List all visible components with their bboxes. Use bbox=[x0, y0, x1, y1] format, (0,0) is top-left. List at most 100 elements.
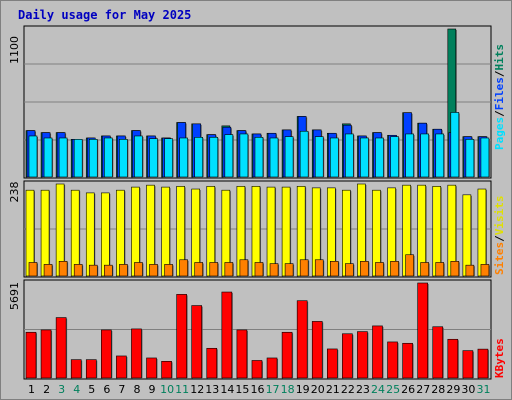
visits-bar-31 bbox=[477, 188, 487, 277]
pages-bar-13 bbox=[209, 137, 219, 178]
day-label-9: 9 bbox=[149, 383, 156, 396]
sites-bar-15 bbox=[239, 259, 249, 277]
day-label-24: 24 bbox=[371, 383, 385, 396]
kbytes-bar-28 bbox=[432, 326, 444, 379]
sites-bar-8 bbox=[134, 262, 143, 277]
sites-bar-11 bbox=[179, 259, 188, 277]
day-label-5: 5 bbox=[88, 383, 95, 396]
day-label-4: 4 bbox=[73, 383, 80, 396]
kbytes-bar-16 bbox=[251, 360, 263, 379]
legend-files: Files bbox=[493, 77, 506, 110]
pages-bar-18 bbox=[284, 136, 294, 178]
day-label-14: 14 bbox=[220, 383, 234, 396]
kbytes-bar-10 bbox=[161, 361, 172, 379]
sites-bar-14 bbox=[224, 262, 234, 277]
middle-scale-label: 238 bbox=[8, 182, 21, 203]
pages-bar-27 bbox=[420, 133, 429, 178]
kbytes-bar-20 bbox=[311, 321, 323, 379]
kbytes-bar-13 bbox=[206, 347, 218, 379]
day-label-8: 8 bbox=[133, 383, 140, 396]
pages-bar-12 bbox=[194, 137, 204, 178]
kbytes-bar-7 bbox=[116, 355, 127, 379]
kbytes-bar-30 bbox=[462, 350, 474, 379]
sites-bar-27 bbox=[420, 262, 429, 277]
kbytes-bar-26 bbox=[402, 342, 413, 379]
pages-bar-7 bbox=[119, 139, 128, 178]
sites-bar-21 bbox=[329, 261, 339, 277]
visits-bar-9 bbox=[146, 184, 155, 277]
kbytes-bar-27 bbox=[417, 282, 428, 379]
day-label-26: 26 bbox=[401, 383, 415, 396]
pages-bar-2 bbox=[43, 137, 53, 178]
sites-bar-31 bbox=[480, 264, 490, 277]
pages-bar-30 bbox=[465, 139, 475, 178]
pages-bar-23 bbox=[360, 137, 369, 178]
kbytes-bar-18 bbox=[281, 331, 293, 379]
legend-pages: Pages bbox=[493, 117, 506, 150]
day-label-29: 29 bbox=[446, 383, 460, 396]
sites-bar-29 bbox=[450, 261, 460, 277]
day-label-19: 19 bbox=[296, 383, 310, 396]
kbytes-bar-29 bbox=[447, 338, 459, 379]
sites-bar-1 bbox=[28, 262, 38, 277]
kbytes-bar-15 bbox=[236, 329, 248, 379]
bottom-scale-label: 5691 bbox=[8, 282, 21, 310]
kbytes-bar-6 bbox=[101, 329, 112, 379]
pages-bar-3 bbox=[58, 137, 68, 178]
kbytes-bar-8 bbox=[131, 328, 142, 379]
pages-bar-4 bbox=[73, 139, 83, 178]
day-label-6: 6 bbox=[103, 383, 110, 396]
pages-bar-5 bbox=[88, 139, 98, 178]
pages-bar-28 bbox=[435, 133, 445, 178]
visits-bar-4 bbox=[70, 189, 80, 277]
day-label-30: 30 bbox=[461, 383, 475, 396]
top-scale-label: 1100 bbox=[8, 36, 21, 64]
sites-bar-7 bbox=[119, 264, 128, 277]
pages-bar-26 bbox=[405, 133, 414, 178]
sites-bar-13 bbox=[209, 262, 219, 277]
visits-bar-5 bbox=[85, 192, 95, 277]
day-label-18: 18 bbox=[281, 383, 295, 396]
sites-bar-22 bbox=[345, 263, 354, 277]
visits-bar-22 bbox=[342, 189, 351, 277]
day-label-11: 11 bbox=[175, 383, 189, 396]
sites-bar-6 bbox=[104, 264, 113, 277]
pages-bar-8 bbox=[134, 135, 143, 178]
bottom-legend: KBytes bbox=[493, 338, 506, 378]
pages-bar-6 bbox=[104, 137, 113, 178]
day-label-3: 3 bbox=[58, 383, 65, 396]
kbytes-bar-3 bbox=[55, 317, 67, 379]
pages-bar-9 bbox=[149, 138, 158, 178]
kbytes-bar-9 bbox=[146, 357, 157, 379]
sites-bar-17 bbox=[269, 263, 279, 277]
top-legend: Pages/Files/Hits bbox=[493, 44, 506, 150]
kbytes-bar-14 bbox=[221, 291, 233, 379]
visits-bar-17 bbox=[266, 186, 276, 277]
visits-bar-7 bbox=[116, 189, 125, 277]
pages-bar-24 bbox=[375, 137, 384, 178]
pages-bar-21 bbox=[329, 137, 339, 178]
day-label-20: 20 bbox=[311, 383, 325, 396]
sites-bar-16 bbox=[254, 262, 264, 277]
day-label-12: 12 bbox=[190, 383, 204, 396]
sites-bar-26 bbox=[405, 254, 414, 277]
pages-bar-22 bbox=[345, 133, 354, 178]
chart-title: Daily usage for May 2025 bbox=[18, 8, 191, 22]
pages-bar-19 bbox=[299, 130, 309, 178]
day-label-15: 15 bbox=[235, 383, 249, 396]
kbytes-bar-1 bbox=[25, 331, 37, 379]
kbytes-bar-5 bbox=[85, 359, 97, 379]
day-label-10: 10 bbox=[160, 383, 174, 396]
day-label-31: 31 bbox=[476, 383, 490, 396]
kbytes-bar-21 bbox=[326, 348, 338, 379]
sites-bar-19 bbox=[299, 259, 309, 277]
pages-bar-10 bbox=[164, 138, 173, 178]
sites-bar-2 bbox=[43, 264, 53, 277]
pages-bar-20 bbox=[314, 136, 324, 178]
kbytes-bar-17 bbox=[266, 357, 278, 379]
kbytes-bar-22 bbox=[342, 333, 353, 379]
legend-sites: Sites bbox=[493, 242, 506, 275]
kbytes-bar-25 bbox=[387, 341, 398, 379]
day-label-27: 27 bbox=[416, 383, 430, 396]
